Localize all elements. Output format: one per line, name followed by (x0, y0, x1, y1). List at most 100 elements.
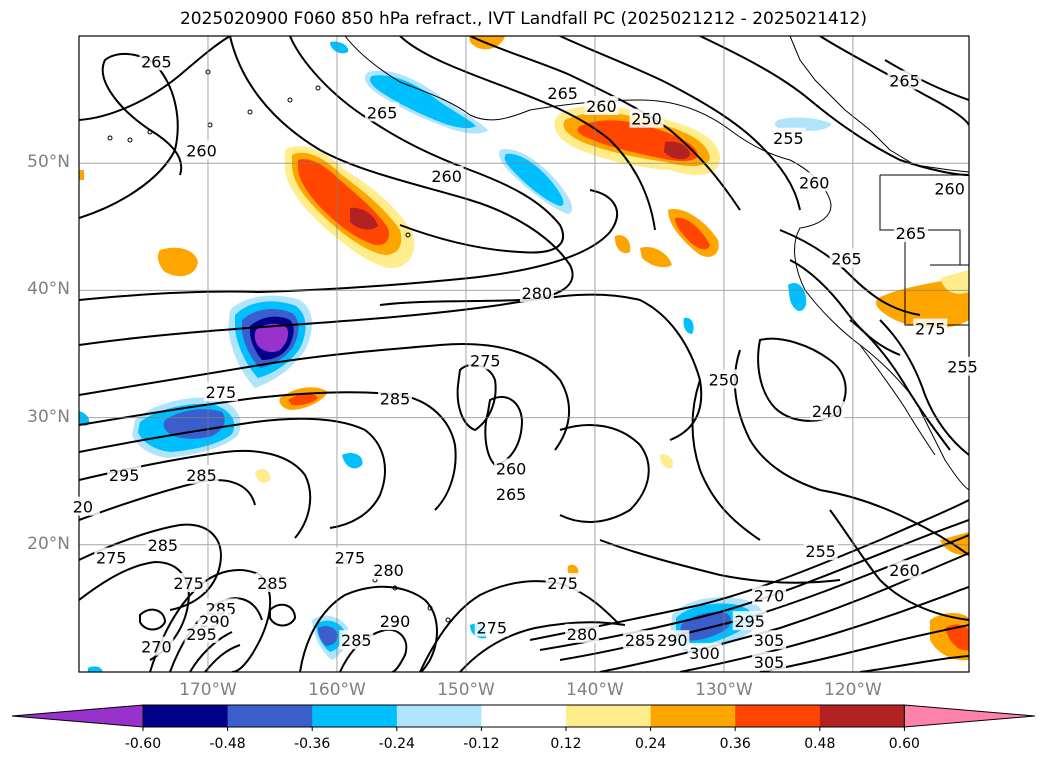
contour-label: 275 (915, 320, 946, 339)
contour-label-bg (371, 560, 406, 580)
contour-label-bg (255, 572, 290, 592)
contour-label-bg (687, 642, 722, 662)
contour-label-bg (107, 464, 142, 484)
contour-label: 260 (586, 97, 617, 116)
contour-label-bg (655, 630, 690, 650)
colorbar-extend-high (903, 704, 1036, 728)
contour-label: 300 (689, 644, 720, 663)
contour-label: 280 (373, 561, 404, 580)
colorbar-segment (481, 705, 567, 727)
colorbar-tick-label: 0.36 (719, 736, 751, 752)
contour-label-bg (429, 165, 464, 185)
contour-label: 295 (186, 625, 217, 644)
contour-label-bg (139, 636, 174, 656)
contour-label-bg (184, 623, 219, 643)
contour-label: 285 (186, 466, 217, 485)
contour-label-bg (145, 534, 180, 554)
contour-label: 260 (799, 173, 830, 192)
contour-label: 265 (141, 52, 172, 71)
contour-label-bg (629, 108, 664, 128)
contour-label: 275 (476, 618, 507, 637)
contour-label-bg (797, 172, 832, 192)
contour-labels: 265 260 265 260 265 260 250 255 260 265 260 265 265 2… (65, 51, 980, 672)
contour-label-bg (339, 630, 374, 650)
colorbar-tick-label: 0.48 (804, 736, 836, 752)
contour-label: 275 (547, 574, 578, 593)
contour-label-bg (771, 127, 806, 147)
contour-label-bg (584, 95, 619, 115)
graticule (79, 36, 969, 672)
contour-label-bg (378, 388, 413, 408)
colorbar-tick-label: 0.12 (550, 736, 582, 752)
contour-label: 290 (380, 612, 411, 631)
colorbar-segment (566, 705, 652, 727)
contour-label-bg (732, 611, 767, 631)
contour-label: 265 (496, 485, 527, 504)
contour-label: 270 (754, 587, 785, 606)
colorbar-tick-label: -0.12 (463, 736, 500, 752)
longitude-label: 160°W (308, 680, 366, 700)
contour-label-bg (365, 102, 400, 122)
contour-label: 255 (773, 129, 804, 148)
contour-label: 255 (947, 358, 978, 377)
contour-label-bg (913, 318, 948, 338)
contour-label-bg (565, 623, 600, 643)
contour-label-bg (139, 51, 174, 71)
map-frame (78, 35, 970, 673)
contour-label: 260 (186, 141, 217, 160)
contour-label: 275 (173, 574, 204, 593)
colorbar-frame (142, 704, 905, 728)
longitude-label: 130°W (695, 680, 753, 700)
latitude-label: 20°N (27, 533, 70, 554)
contour-label-bg (494, 483, 529, 503)
contour-label: 250 (631, 110, 662, 129)
contour-label: 255 (805, 542, 836, 561)
contour-label-bg (171, 572, 206, 592)
contour-label: 250 (709, 370, 740, 389)
contour-label: 285 (148, 536, 179, 555)
contour-label: 265 (831, 250, 862, 269)
coastline-borders (107, 36, 969, 623)
contour-label: 275 (470, 351, 501, 370)
contour-label: 260 (496, 459, 527, 478)
contour-label: 260 (431, 167, 462, 186)
contour-label: 260 (889, 561, 920, 580)
contour-label-bg (203, 382, 238, 402)
contour-label-bg (887, 560, 922, 580)
contour-label-bg (752, 585, 787, 605)
latitude-label: 30°N (27, 406, 70, 427)
contour-label-bg (378, 611, 413, 631)
colorbar-extend-low (11, 704, 144, 728)
contour-label-bg (332, 547, 367, 567)
contour-label-bg (893, 223, 928, 243)
positive-anomaly-alaska-gulf (469, 36, 721, 175)
colorbar-tick-label: 0.60 (888, 736, 920, 752)
negative-anomaly-bering-aleutian (330, 41, 832, 214)
colorbar (11, 704, 1036, 731)
contour-label: 275 (96, 549, 127, 568)
contour-label-bg (623, 630, 658, 650)
contour-label-bg (468, 350, 503, 370)
contour-label: 285 (380, 390, 411, 409)
contour-label-bg (932, 178, 967, 198)
contour-label: 285 (341, 631, 372, 650)
contour-label-bg (184, 140, 219, 160)
latitude-label: 50°N (27, 152, 70, 173)
contour-label-bg (887, 70, 922, 90)
contour-label: 305 (754, 631, 785, 650)
contour-label: 305 (754, 653, 785, 672)
contour-label: 285 (257, 574, 288, 593)
colorbar-segment (650, 705, 736, 727)
contour-label: 265 (547, 84, 578, 103)
contour-label-bg (545, 83, 580, 103)
colorbar-segment (312, 705, 398, 727)
contour-label: 265 (367, 103, 398, 122)
colorbar-segment (227, 705, 313, 727)
contour-label-bg (945, 356, 980, 376)
colorbar-tick-label: -0.36 (294, 736, 331, 752)
contour-label: 265 (896, 224, 927, 243)
contour-label: 265 (889, 72, 920, 91)
contour-label: 275 (206, 383, 237, 402)
contour-label: 275 (335, 549, 366, 568)
